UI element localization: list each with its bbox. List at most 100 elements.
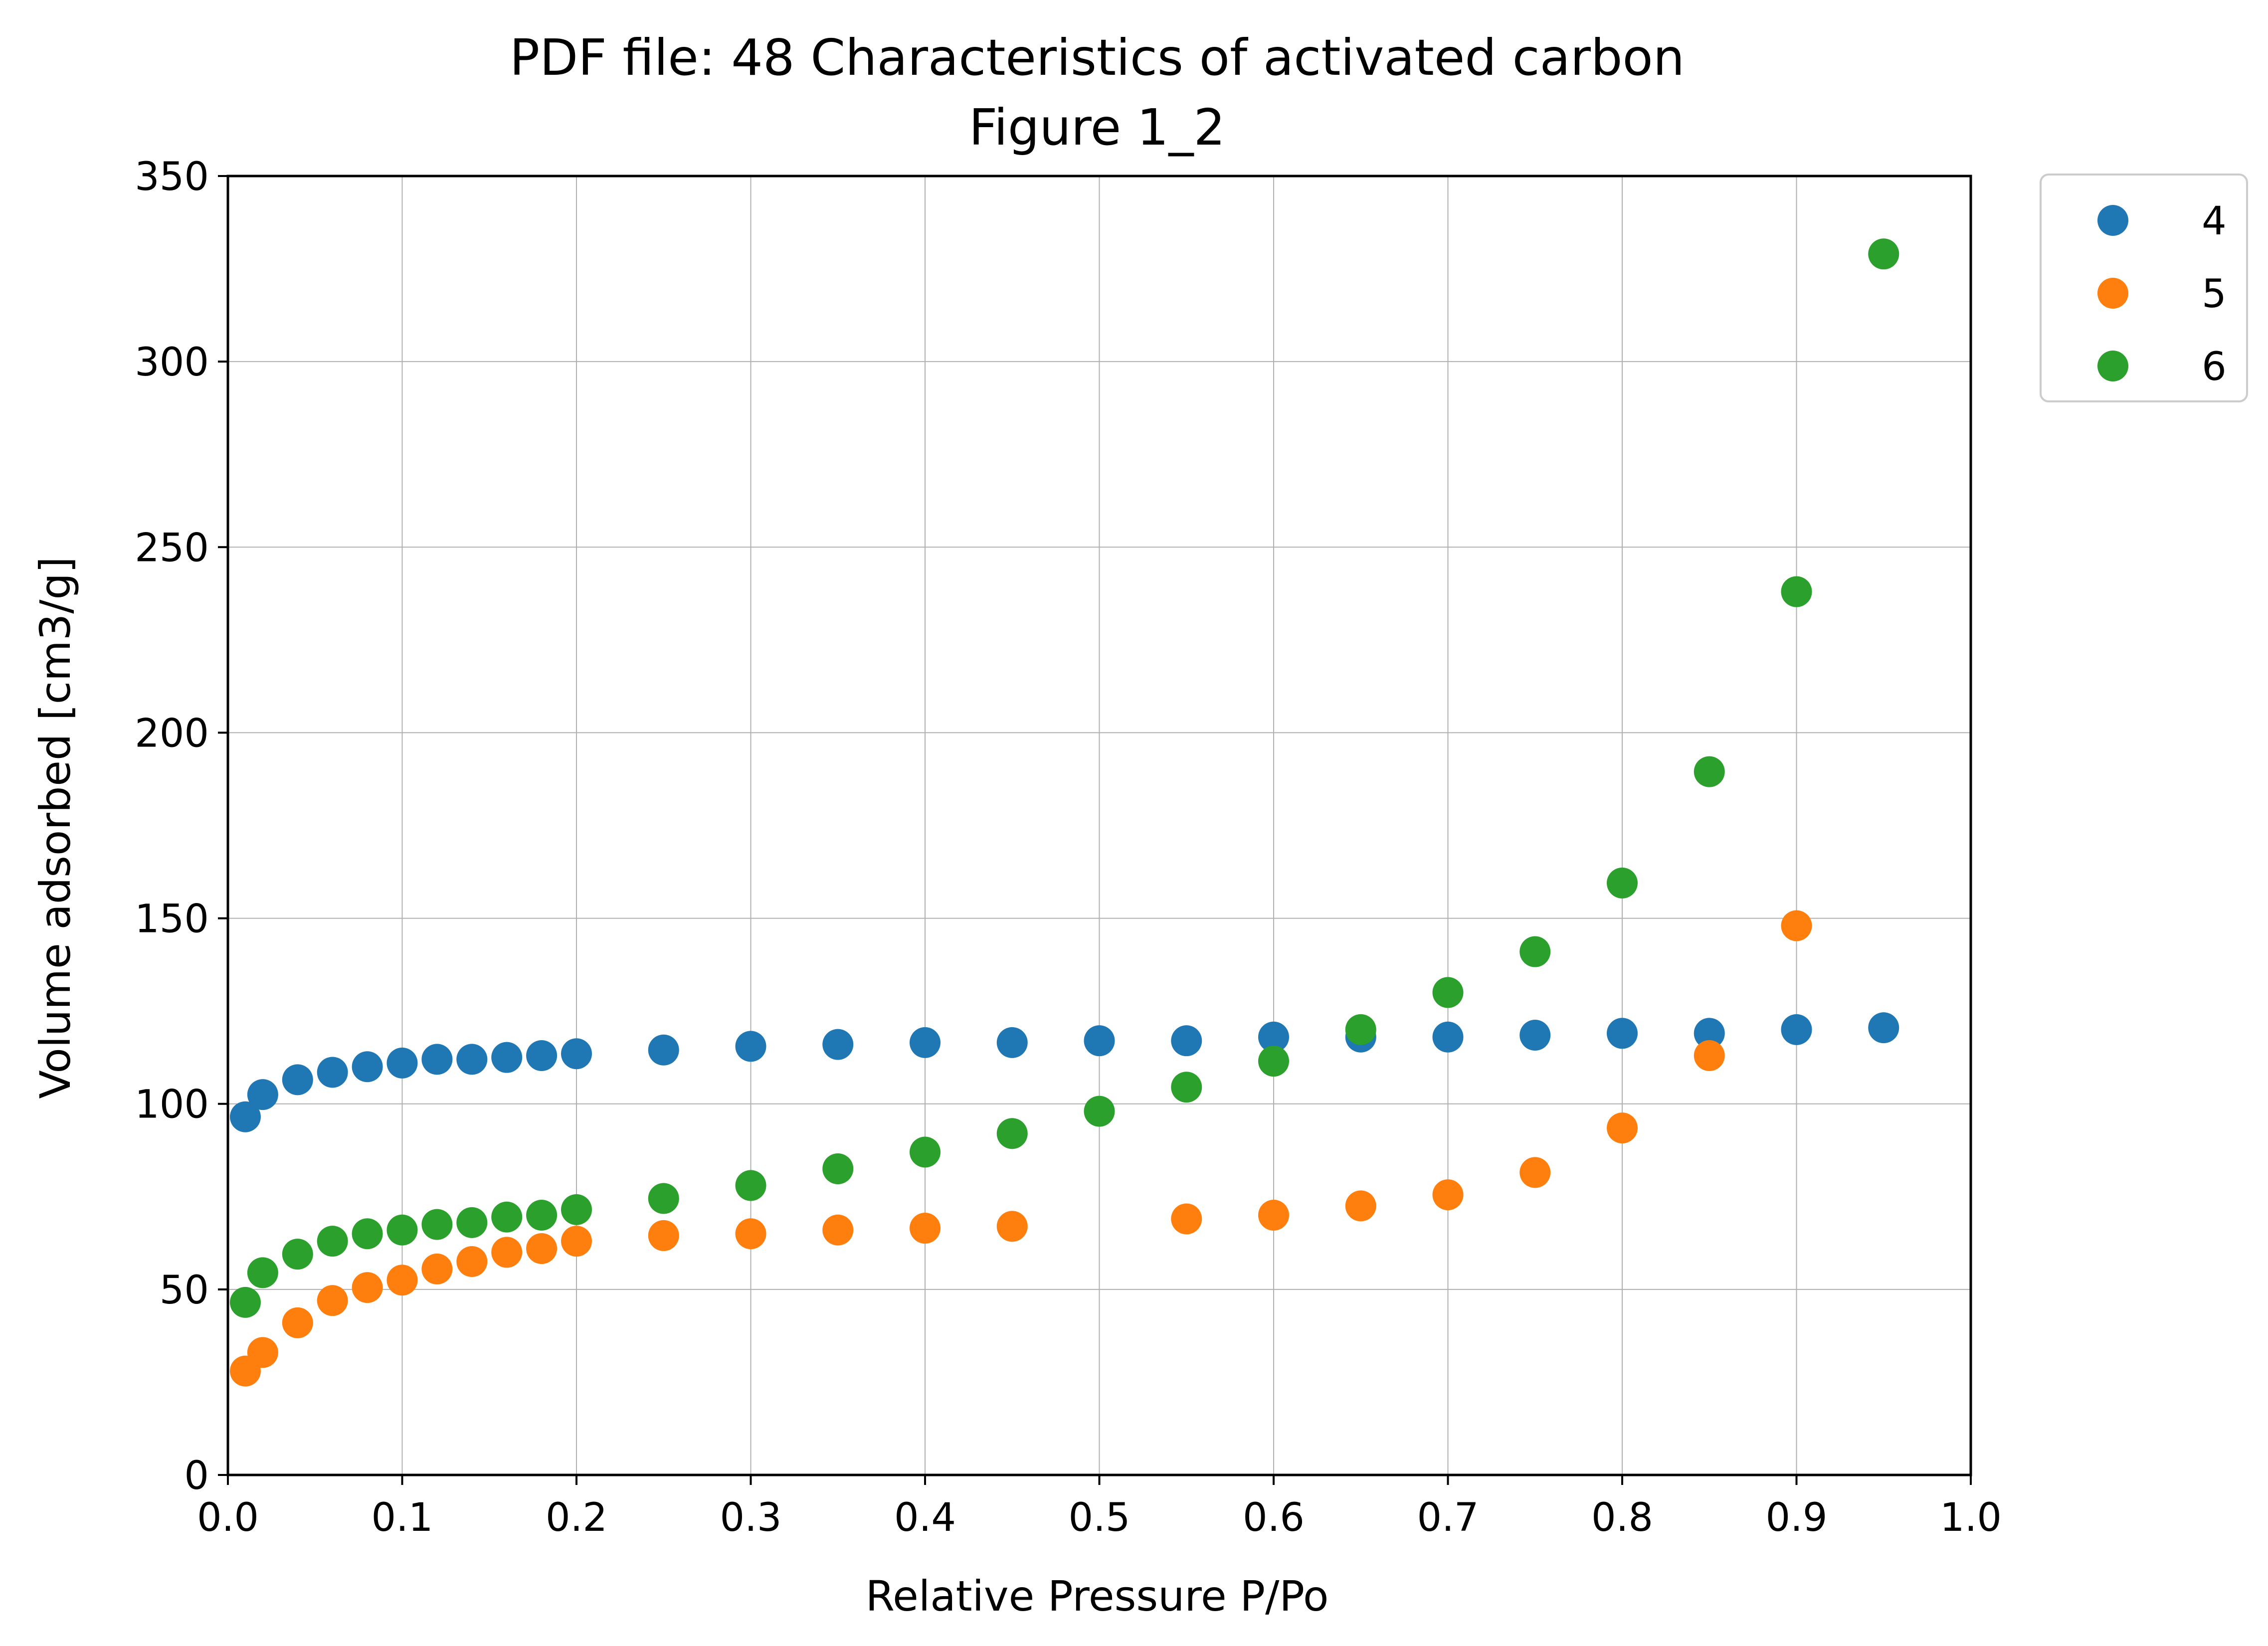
data-point [526,1200,558,1231]
data-point [247,1257,278,1288]
data-point [910,1027,941,1058]
data-point [1781,910,1812,941]
legend-marker [2097,205,2128,236]
y-axis-label: Volume adsorbed [cm3/g] [31,556,80,1098]
data-point [386,1214,418,1246]
x-tick-label: 0.2 [546,1495,607,1540]
data-point [421,1044,453,1075]
data-point [1694,756,1725,787]
data-point [1868,1012,1899,1044]
data-point [456,1044,488,1075]
x-tick-label: 0.1 [371,1495,433,1540]
data-point [996,1027,1028,1058]
data-point [561,1194,592,1225]
y-tick-label: 200 [135,711,209,756]
data-point [1519,1020,1551,1051]
data-point [1432,1021,1464,1053]
data-point [352,1218,383,1250]
legend-label: 6 [2202,345,2227,389]
data-point [421,1209,453,1240]
data-point [456,1207,488,1238]
data-point [1432,977,1464,1008]
data-point [1694,1040,1725,1071]
x-tick-label: 0.9 [1765,1495,1827,1540]
data-point [229,1286,261,1318]
data-point [1171,1025,1202,1057]
data-point [822,1153,854,1184]
data-point [561,1038,592,1070]
x-axis-label: Relative Pressure P/Po [866,1572,1329,1621]
data-point [648,1034,679,1066]
data-point [1519,1157,1551,1188]
data-point [1345,1190,1376,1222]
data-point [282,1064,313,1096]
data-point [648,1220,679,1251]
chart-subtitle: Figure 1_2 [969,98,1225,157]
y-tick-label: 250 [135,526,209,570]
legend-box [2040,174,2248,402]
data-point [1084,1025,1115,1057]
legend-label: 4 [2202,199,2227,244]
data-point [491,1042,523,1073]
data-point [735,1170,766,1201]
data-point [282,1307,313,1338]
y-tick-label: 300 [135,340,209,385]
data-point [996,1118,1028,1149]
legend: 4 5 6 [2040,174,2248,402]
legend-items: 4 5 6 [2097,199,2227,389]
data-point [1607,867,1638,899]
data-point [561,1226,592,1257]
grid [227,176,1971,1475]
data-point [1607,1112,1638,1144]
data-point [735,1031,766,1062]
series-5 [229,910,1812,1387]
data-point [526,1233,558,1264]
data-point [229,1101,261,1132]
axis-ticks: 0.0 0.1 0.2 0.3 0.4 0.5 0.6 0.7 0.8 0.9 1.0 0 50 100 1… [135,155,2002,1540]
data-point [996,1211,1028,1242]
data-point [352,1051,383,1083]
data-point [317,1285,348,1316]
data-point [456,1246,488,1278]
y-tick-label: 50 [160,1268,209,1313]
data-point [1171,1072,1202,1103]
data-point [1171,1203,1202,1235]
data-point [910,1136,941,1168]
x-tick-label: 0.6 [1243,1495,1305,1540]
data-point [910,1213,941,1244]
data-point [1519,936,1551,967]
data-point [421,1253,453,1284]
x-tick-label: 0.7 [1417,1495,1479,1540]
legend-label: 5 [2202,272,2227,317]
data-point [1345,1014,1376,1045]
series-6 [229,238,1899,1318]
data-point [735,1218,766,1250]
data-point [352,1272,383,1303]
data-point [648,1183,679,1214]
data-point [386,1047,418,1079]
data-point [1607,1018,1638,1049]
data-point [1084,1096,1115,1127]
y-tick-label: 150 [135,897,209,942]
data-point [491,1201,523,1233]
y-tick-label: 0 [184,1454,209,1498]
data-point [1781,1014,1812,1045]
x-tick-label: 0.8 [1591,1495,1653,1540]
data-point [822,1214,854,1246]
data-point [317,1057,348,1088]
data-point [1432,1179,1464,1211]
data-point [1258,1046,1289,1077]
y-tick-label: 350 [135,155,209,199]
data-point [386,1265,418,1296]
data-point [1258,1021,1289,1053]
data-point [282,1239,313,1270]
data-point [1868,238,1899,270]
data-point [247,1337,278,1368]
x-tick-label: 0.5 [1068,1495,1130,1540]
data-point [822,1029,854,1060]
legend-marker [2097,351,2128,381]
x-tick-label: 0.4 [894,1495,956,1540]
x-tick-label: 0.0 [197,1495,259,1540]
data-point [1694,1018,1725,1049]
